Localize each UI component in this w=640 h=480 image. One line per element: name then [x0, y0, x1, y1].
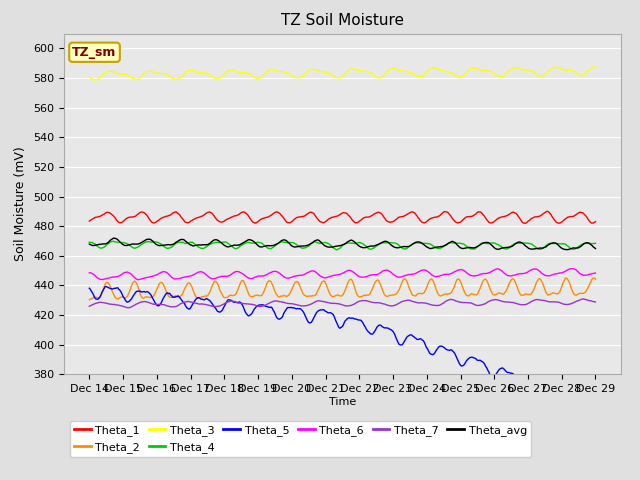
Theta_1 — [458, 219, 465, 225]
Theta_6 — [300, 272, 308, 277]
Theta_avg — [244, 237, 252, 243]
Theta_avg — [458, 246, 466, 252]
X-axis label: Time: Time — [329, 397, 356, 407]
Theta_5 — [244, 312, 252, 318]
Theta_4 — [395, 242, 403, 248]
Theta_3 — [244, 71, 252, 76]
Theta_7 — [579, 296, 587, 302]
Theta_5 — [458, 363, 466, 369]
Theta_7 — [591, 299, 599, 305]
Theta_6 — [370, 272, 378, 277]
Theta_4 — [86, 240, 93, 245]
Theta_7 — [300, 303, 308, 309]
Theta_5 — [394, 339, 402, 345]
Theta_6 — [244, 275, 252, 280]
Theta_2 — [369, 286, 376, 291]
Theta_4 — [300, 245, 308, 251]
Theta_6 — [134, 277, 141, 283]
Theta_1 — [591, 219, 599, 225]
Line: Theta_avg: Theta_avg — [90, 238, 595, 250]
Theta_7 — [244, 301, 252, 307]
Theta_4 — [109, 239, 116, 244]
Theta_6 — [568, 266, 576, 272]
Theta_6 — [591, 270, 599, 276]
Theta_1 — [393, 216, 401, 222]
Theta_5 — [591, 405, 599, 411]
Legend: Theta_1, Theta_2, Theta_3, Theta_4, Theta_5, Theta_6, Theta_7, Theta_avg: Theta_1, Theta_2, Theta_3, Theta_4, Thet… — [70, 421, 531, 457]
Theta_7 — [546, 299, 554, 305]
Theta_avg — [394, 245, 402, 251]
Theta_avg — [546, 241, 554, 247]
Theta_4 — [460, 241, 467, 247]
Line: Theta_2: Theta_2 — [90, 278, 595, 300]
Theta_avg — [110, 235, 118, 241]
Theta_2 — [393, 290, 401, 296]
Theta_6 — [458, 267, 466, 273]
Theta_1 — [369, 212, 376, 218]
Line: Theta_5: Theta_5 — [90, 287, 595, 414]
Theta_1 — [86, 218, 93, 224]
Theta_2 — [591, 276, 599, 282]
Theta_3 — [546, 67, 554, 72]
Theta_avg — [86, 241, 93, 247]
Title: TZ Soil Moisture: TZ Soil Moisture — [281, 13, 404, 28]
Theta_5 — [580, 411, 588, 417]
Y-axis label: Soil Moisture (mV): Soil Moisture (mV) — [15, 146, 28, 262]
Theta_7 — [394, 301, 402, 307]
Theta_3 — [300, 72, 308, 78]
Theta_2 — [545, 292, 553, 298]
Text: TZ_sm: TZ_sm — [72, 46, 116, 59]
Theta_2 — [562, 275, 570, 281]
Theta_7 — [458, 300, 466, 305]
Line: Theta_6: Theta_6 — [90, 269, 595, 280]
Theta_4 — [333, 247, 340, 253]
Theta_3 — [91, 77, 99, 83]
Theta_1 — [299, 214, 307, 219]
Theta_3 — [370, 72, 378, 78]
Theta_avg — [563, 247, 571, 252]
Theta_6 — [86, 270, 93, 276]
Theta_5 — [370, 330, 378, 336]
Theta_2 — [243, 286, 251, 292]
Theta_2 — [299, 290, 307, 296]
Line: Theta_4: Theta_4 — [90, 241, 595, 250]
Theta_1 — [243, 211, 251, 217]
Theta_4 — [244, 240, 252, 245]
Theta_3 — [86, 74, 93, 80]
Theta_2 — [86, 297, 93, 303]
Theta_4 — [591, 240, 599, 246]
Theta_avg — [591, 246, 599, 252]
Theta_3 — [591, 63, 599, 69]
Theta_6 — [394, 274, 402, 280]
Theta_4 — [547, 240, 555, 246]
Theta_7 — [86, 303, 93, 309]
Theta_1 — [547, 212, 555, 217]
Line: Theta_3: Theta_3 — [90, 66, 595, 80]
Theta_5 — [546, 396, 554, 401]
Line: Theta_1: Theta_1 — [90, 211, 595, 223]
Theta_avg — [370, 243, 378, 249]
Theta_7 — [370, 300, 378, 305]
Theta_5 — [102, 284, 110, 289]
Theta_7 — [125, 305, 132, 311]
Theta_4 — [371, 244, 378, 250]
Theta_2 — [458, 281, 465, 287]
Theta_6 — [546, 273, 554, 278]
Theta_avg — [300, 243, 308, 249]
Theta_5 — [300, 310, 308, 316]
Theta_1 — [543, 208, 551, 214]
Theta_1 — [521, 220, 529, 226]
Theta_3 — [394, 67, 402, 73]
Line: Theta_7: Theta_7 — [90, 299, 595, 308]
Theta_3 — [458, 73, 466, 79]
Theta_5 — [86, 285, 93, 291]
